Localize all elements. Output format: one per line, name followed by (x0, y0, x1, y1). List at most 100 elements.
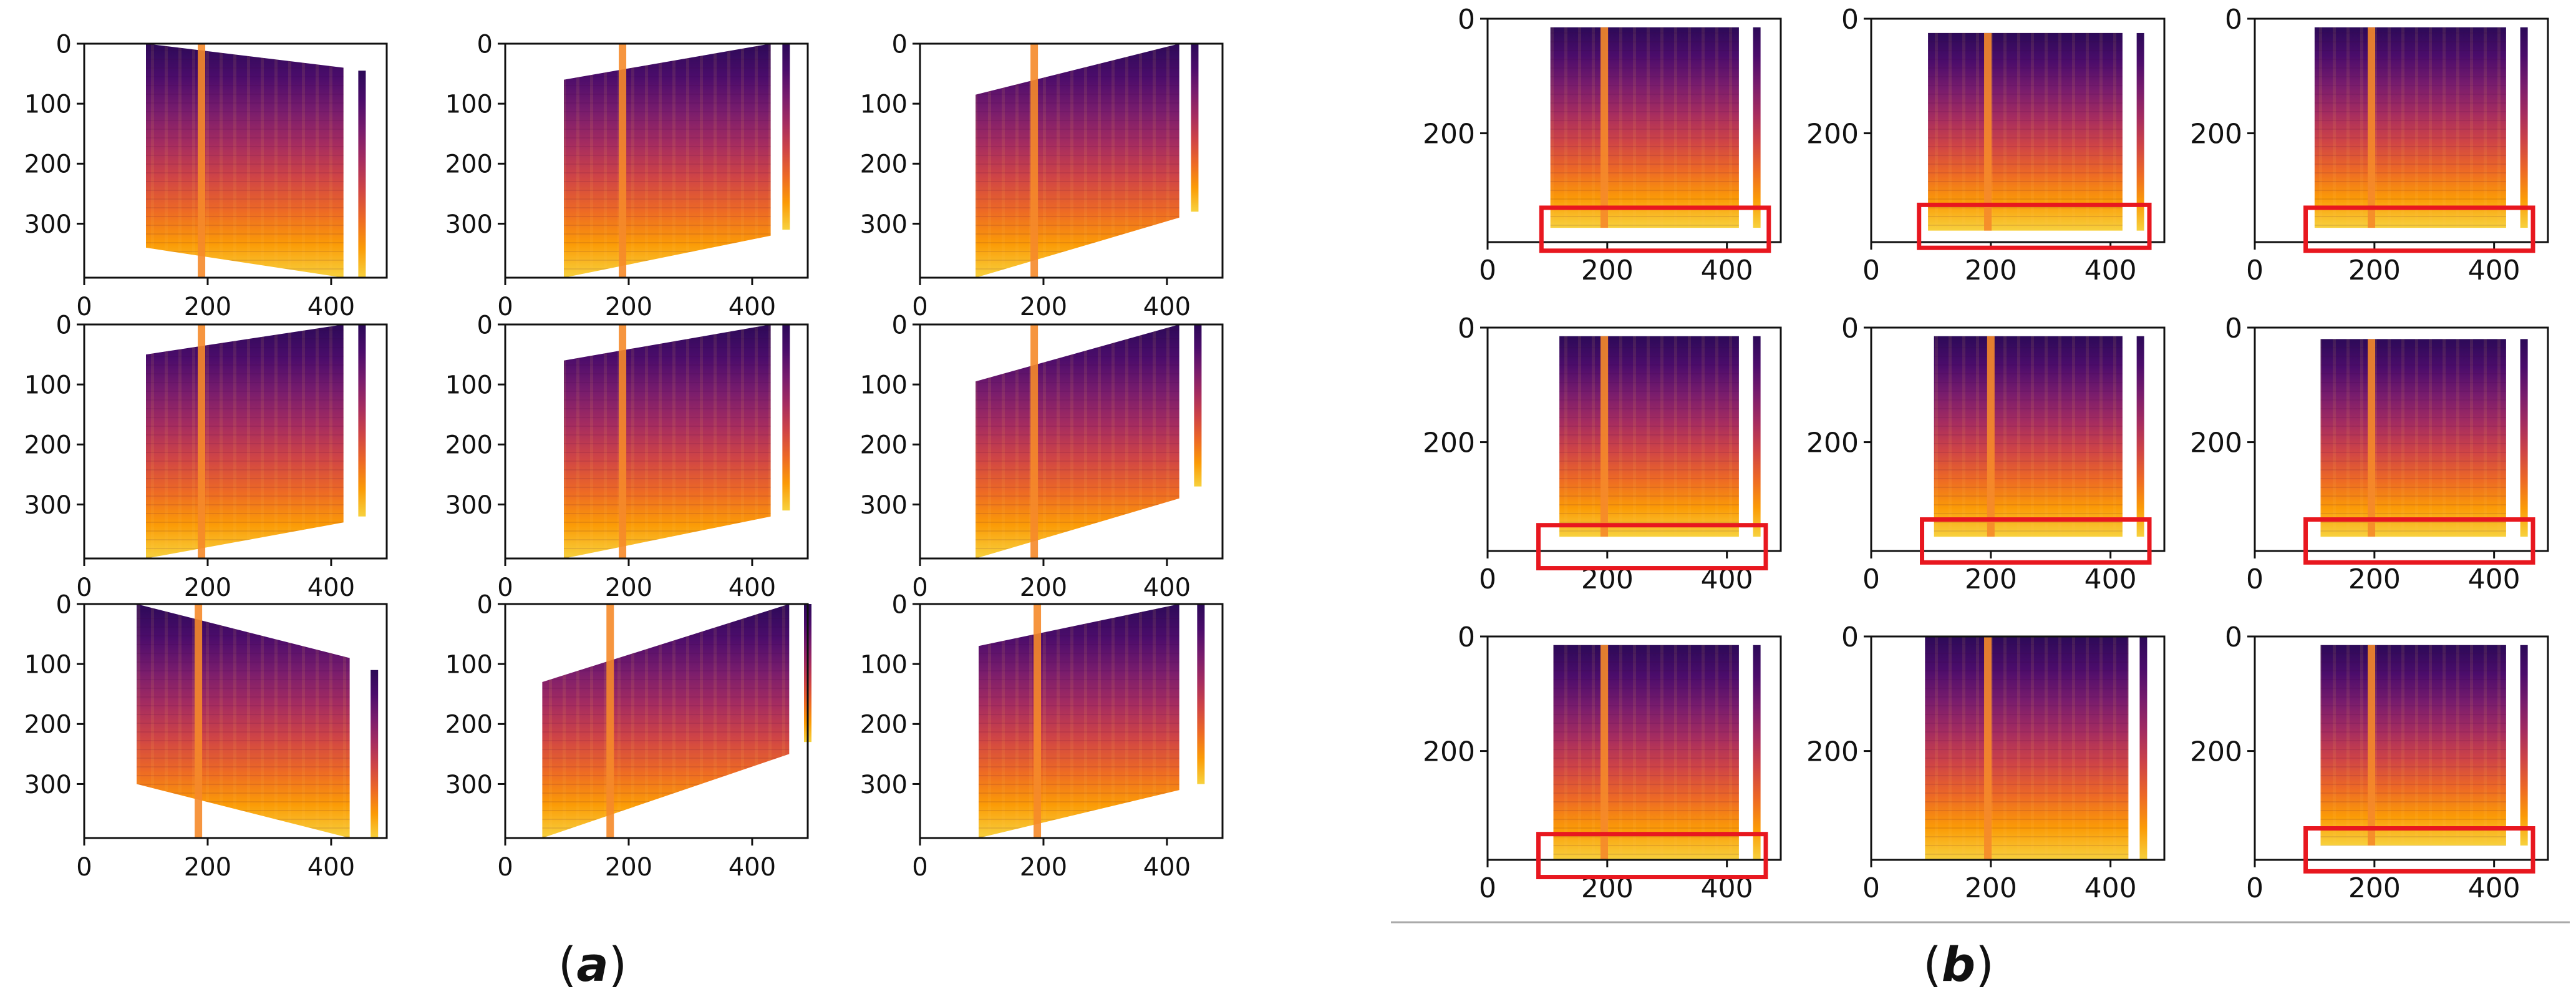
masked-band-highlight-box (1920, 517, 2152, 565)
spectrogram-side-strip (1194, 324, 1202, 487)
x-tick-label: 0 (1479, 255, 1496, 286)
axes-frame (1870, 17, 2166, 243)
subplot-b-1: 0 200 400 0 200 (1423, 4, 1782, 286)
y-tick-label: 100 (445, 90, 493, 119)
panel-a-caption: (a) (558, 937, 627, 992)
x-tick-label: 0 (912, 293, 927, 321)
subplot-a-5: 0 200 400 0 100 200 300 (445, 311, 809, 602)
spectrogram-side-strip (2139, 636, 2147, 860)
y-tick-label: 0 (1841, 4, 1859, 36)
x-tick-label: 400 (729, 293, 776, 321)
x-tick-label: 200 (2348, 255, 2401, 286)
y-tick-label: 0 (892, 590, 908, 619)
y-tick-label: 200 (445, 150, 493, 179)
masked-band-highlight-box (2303, 205, 2535, 253)
axes-frame (504, 42, 809, 279)
spectrogram-texture (976, 44, 1179, 278)
y-tick-label: 200 (2190, 118, 2242, 150)
spectrogram-side-strip (1197, 604, 1205, 784)
y-tick-label: 0 (1841, 621, 1859, 653)
x-tick-label: 0 (2246, 872, 2264, 904)
y-tick-label: 300 (445, 210, 493, 239)
spectrogram-texture (1928, 32, 2123, 231)
spectrogram-side-strip (2520, 339, 2528, 537)
axes-frame (83, 323, 388, 560)
x-tick-label: 200 (1965, 563, 2017, 595)
x-tick-label: 0 (76, 293, 92, 321)
axes-frame (2254, 17, 2549, 243)
y-tick-label: 300 (445, 771, 493, 799)
masked-band-highlight-box (1536, 832, 1768, 880)
x-tick-label: 200 (1581, 255, 1634, 286)
y-tick-label: 0 (477, 590, 493, 619)
x-tick-label: 0 (76, 573, 92, 602)
subplot-a-9: 0 200 400 0 100 200 300 (860, 590, 1224, 882)
spectrogram-texture (564, 44, 771, 278)
y-tick-label: 0 (477, 30, 493, 59)
spectrogram-stripe (1984, 636, 1992, 860)
subplot-a-2: 0 200 400 0 100 200 300 (445, 30, 809, 321)
axes-frame (1486, 635, 1782, 861)
x-tick-label: 0 (497, 293, 513, 321)
axes-frame (504, 603, 809, 839)
y-tick-label: 200 (24, 711, 72, 739)
axes-frame (919, 42, 1224, 279)
y-tick-label: 100 (860, 651, 908, 680)
y-tick-label: 300 (860, 210, 908, 239)
masked-band-highlight-box (1917, 202, 2152, 250)
y-tick-label: 0 (2225, 4, 2242, 36)
x-tick-label: 400 (2085, 563, 2137, 595)
spectrogram-side-strip (358, 324, 366, 517)
spectrogram-texture (137, 604, 350, 838)
subplot-b-9: 0 200 400 0 200 (2190, 621, 2549, 904)
x-tick-label: 200 (184, 853, 231, 882)
axes-frame (2254, 635, 2549, 861)
x-tick-label: 0 (497, 853, 513, 882)
y-tick-label: 200 (1423, 427, 1475, 459)
y-tick-label: 300 (860, 491, 908, 520)
spectrogram-side-strip (1753, 336, 1761, 537)
x-tick-label: 200 (605, 293, 652, 321)
axes-frame (2254, 326, 2549, 552)
x-tick-label: 400 (2085, 255, 2137, 286)
x-tick-label: 0 (912, 853, 927, 882)
x-tick-label: 200 (1965, 872, 2017, 904)
y-tick-label: 200 (860, 150, 908, 179)
spectrogram-texture (542, 604, 790, 838)
spectrogram-texture (146, 44, 344, 278)
y-tick-label: 0 (2225, 313, 2242, 344)
x-tick-label: 400 (2468, 563, 2520, 595)
spectrogram-side-strip (2520, 27, 2528, 228)
masked-band-highlight-box (2303, 826, 2535, 874)
spectrogram-texture (976, 324, 1179, 558)
x-tick-label: 0 (497, 573, 513, 602)
y-tick-label: 0 (1458, 313, 1475, 344)
x-tick-label: 400 (307, 853, 355, 882)
subplot-b-5: 0 200 400 0 200 (1806, 313, 2166, 595)
axes-frame (83, 603, 388, 839)
subplot-a-3: 0 200 400 0 100 200 300 (860, 30, 1224, 321)
x-tick-label: 200 (1965, 255, 2017, 286)
masked-band-highlight-box (2303, 517, 2535, 565)
axes-frame (919, 603, 1224, 839)
subplot-a-7: 0 200 400 0 100 200 300 (24, 590, 388, 882)
y-tick-label: 100 (860, 371, 908, 400)
x-tick-label: 400 (2468, 255, 2520, 286)
spectrogram-texture (1934, 336, 2123, 537)
x-tick-label: 200 (1020, 573, 1067, 602)
spectrogram-side-strip (358, 71, 366, 278)
spectrogram-texture (979, 604, 1179, 838)
y-tick-label: 200 (445, 711, 493, 739)
x-tick-label: 400 (307, 573, 355, 602)
spectrogram-stripe (1987, 336, 1995, 537)
x-tick-label: 400 (307, 293, 355, 321)
y-tick-label: 200 (24, 431, 72, 460)
subplot-a-8: 0 200 400 0 100 200 300 (445, 590, 811, 882)
spectrogram-texture (1925, 636, 2129, 860)
x-tick-label: 0 (912, 573, 927, 602)
subplot-b-3: 0 200 400 0 200 (2190, 4, 2549, 286)
y-tick-label: 300 (24, 210, 72, 239)
x-tick-label: 400 (729, 853, 776, 882)
x-tick-label: 200 (2348, 563, 2401, 595)
